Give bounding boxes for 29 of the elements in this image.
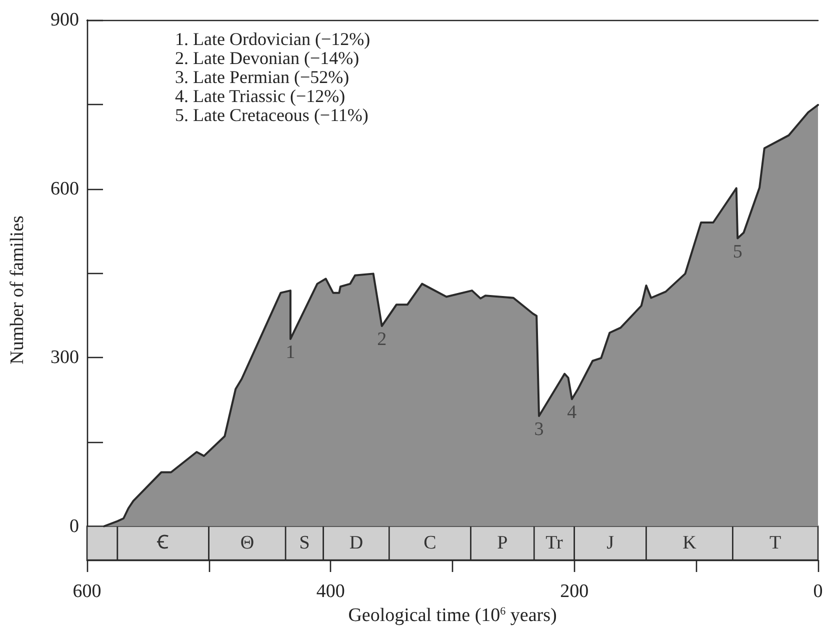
x-tick-label: 0	[813, 581, 823, 602]
band-label: J	[606, 532, 614, 554]
band-label: T	[770, 532, 782, 554]
annotation: 2	[377, 329, 387, 350]
band-label: Ꞓ	[156, 532, 170, 554]
y-tick-label: 600	[50, 178, 79, 200]
annotation: 1	[286, 342, 296, 363]
annotation: 2. Late Devonian (−14%)	[175, 48, 360, 68]
annotation: 4	[567, 402, 578, 424]
annotation: 3	[534, 419, 544, 440]
y-axis-title: Number of families	[7, 216, 28, 364]
x-tick-label: 200	[560, 581, 589, 602]
band-label: C	[424, 532, 436, 554]
x-tick-label: 600	[72, 581, 102, 602]
y-tick-label: 900	[50, 10, 79, 30]
y-tick-label: 0	[70, 516, 79, 537]
annotation: 4. Late Triassic (−12%)	[175, 86, 346, 106]
y-tick-label: 300	[50, 347, 79, 368]
annotation: 3. Late Permian (−52%)	[175, 67, 350, 87]
band-label: P	[497, 532, 508, 554]
band-label: Θ	[240, 532, 254, 554]
annotation: 5	[732, 241, 742, 262]
annotation: 1. Late Ordovician (−12%)	[175, 29, 370, 49]
x-tick-label: 400	[316, 581, 345, 602]
annotation: 5. Late Cretaceous (−11%)	[175, 105, 368, 125]
band-label: D	[349, 532, 364, 554]
band-label: S	[299, 532, 310, 554]
band-label: Tr	[546, 532, 564, 554]
band-label: K	[682, 532, 697, 554]
